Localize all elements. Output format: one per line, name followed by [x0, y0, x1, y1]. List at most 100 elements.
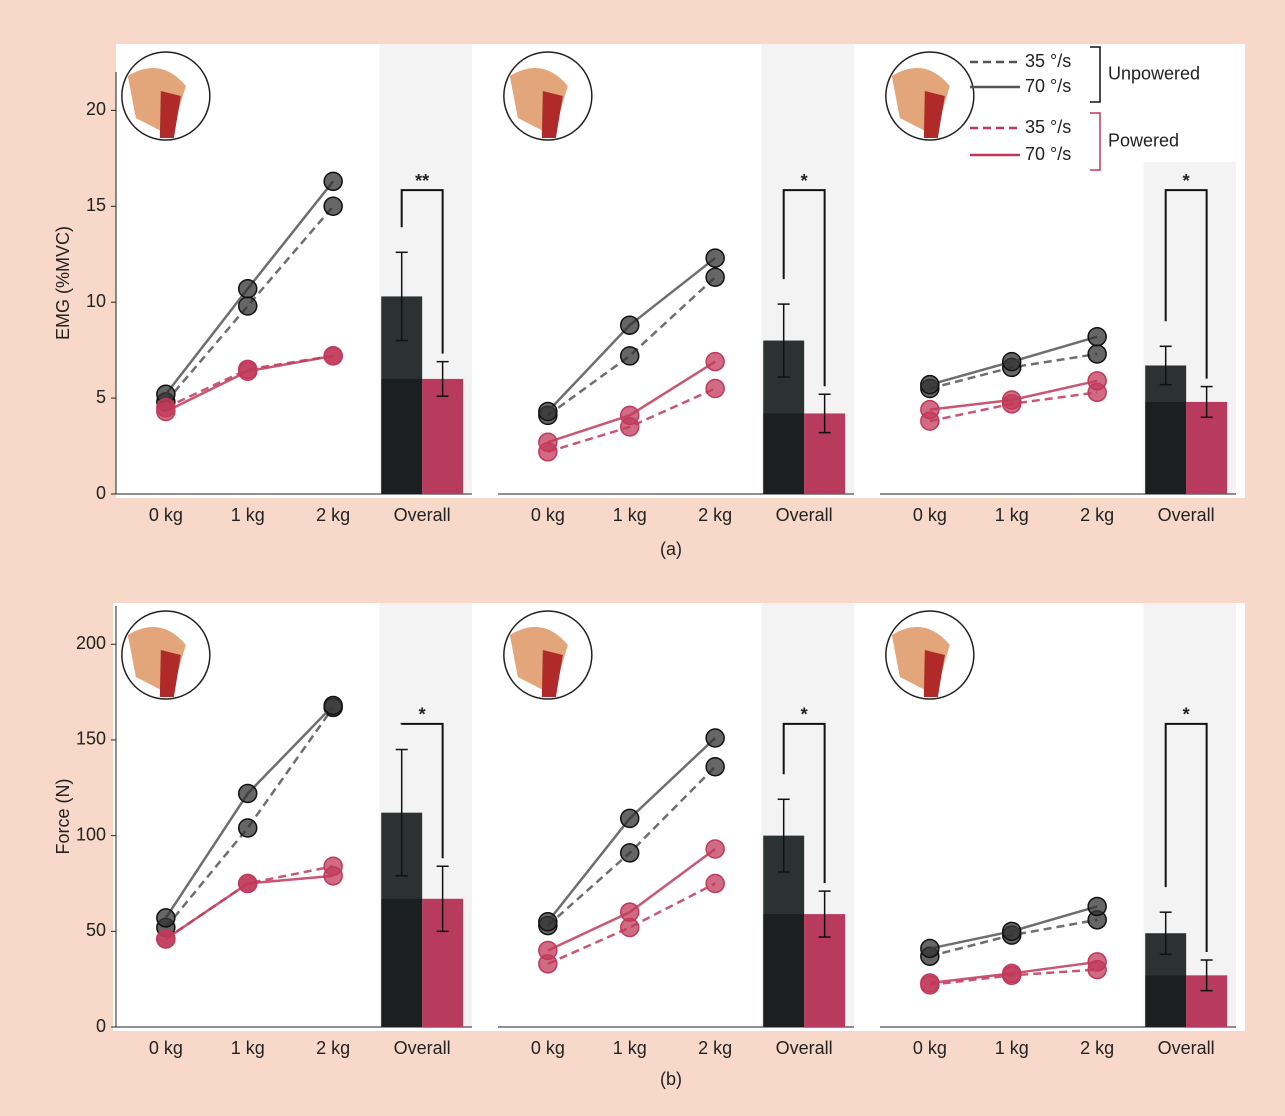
series-marker	[323, 866, 343, 886]
significance-bracket	[782, 722, 826, 884]
series-marker	[237, 783, 258, 804]
series-marker	[237, 873, 258, 894]
series-marker	[1001, 390, 1022, 410]
bar-overlap	[381, 898, 423, 1027]
series-marker	[1087, 952, 1107, 972]
x-tick-label: 0 kg	[149, 1038, 183, 1058]
significance-label: *	[801, 705, 808, 725]
x-tick-label: 2 kg	[316, 1038, 350, 1058]
significance-label: **	[415, 171, 429, 191]
y-tick-label: 150	[76, 729, 106, 749]
legend-group: Powered	[1108, 130, 1179, 150]
y-tick-label: 0	[96, 1016, 106, 1036]
significance-bracket	[1164, 722, 1208, 953]
series-marker	[1001, 921, 1022, 942]
significance-bracket	[400, 189, 444, 354]
x-tick-label: 1 kg	[231, 1038, 265, 1058]
x-tick-label: Overall	[1158, 505, 1215, 525]
series-marker	[323, 171, 343, 192]
series-marker	[1087, 344, 1107, 364]
x-tick-label: 1 kg	[995, 1038, 1029, 1058]
y-tick-label: 200	[76, 633, 106, 653]
series-marker	[705, 378, 725, 399]
x-tick-label: 1 kg	[995, 505, 1029, 525]
series-marker	[156, 908, 176, 928]
legend-label: 35 °/s	[1025, 117, 1071, 137]
y-tick-label: 0	[96, 483, 106, 503]
series-line	[547, 882, 716, 965]
series-marker	[705, 756, 725, 777]
bar-overlap	[1145, 401, 1187, 494]
legend-group: Unpowered	[1108, 63, 1200, 83]
series-marker	[237, 279, 258, 299]
series-marker	[920, 374, 940, 395]
panel-background	[116, 44, 1245, 498]
caption: (b)	[660, 1069, 682, 1089]
series-marker	[619, 843, 640, 863]
series-line	[164, 706, 335, 929]
x-tick-label: 2 kg	[316, 505, 350, 525]
series-marker	[538, 401, 558, 422]
x-tick-label: 1 kg	[613, 1038, 647, 1058]
y-tick-label: 5	[96, 387, 106, 407]
y-tick-label: 50	[86, 920, 106, 940]
legend-bracket	[1090, 112, 1101, 171]
series-marker	[1001, 963, 1022, 984]
x-tick-label: 0 kg	[531, 505, 565, 525]
series-marker	[705, 873, 725, 894]
series-marker	[237, 361, 258, 381]
x-tick-label: Overall	[1158, 1038, 1215, 1058]
significance-bracket	[782, 189, 826, 387]
series-marker	[323, 346, 343, 366]
series-marker	[920, 973, 940, 993]
y-tick-label: 20	[86, 99, 106, 119]
x-tick-label: Overall	[776, 505, 833, 525]
series-line	[164, 205, 335, 403]
y-axis-label: Force (N)	[53, 779, 73, 855]
series-marker	[237, 296, 258, 316]
significance-bracket	[400, 722, 444, 859]
series-marker	[156, 929, 176, 949]
series-marker	[920, 938, 940, 959]
x-tick-label: 1 kg	[613, 505, 647, 525]
legend-label: 70 °/s	[1025, 76, 1071, 96]
series-marker	[156, 401, 176, 422]
bar-overlap	[763, 914, 805, 1027]
significance-bracket	[1164, 189, 1208, 379]
series-marker	[619, 346, 640, 366]
significance-label: *	[1183, 705, 1190, 725]
legend-label: 35 °/s	[1025, 51, 1071, 71]
series-line	[547, 276, 717, 417]
series-marker	[705, 248, 725, 268]
bar-overlap	[763, 413, 805, 494]
x-tick-label: 2 kg	[1080, 1038, 1114, 1058]
x-tick-label: 2 kg	[698, 505, 732, 525]
series-marker	[237, 818, 258, 838]
significance-label: *	[801, 171, 808, 191]
series-marker	[920, 399, 940, 420]
series-marker	[323, 196, 343, 217]
series-marker	[538, 940, 558, 961]
legend-bracket	[1090, 46, 1101, 103]
x-tick-label: Overall	[394, 1038, 451, 1058]
series-marker	[323, 695, 343, 716]
series-marker	[619, 808, 640, 829]
series-marker	[705, 267, 725, 287]
muscle-icon	[923, 650, 945, 697]
significance-label: *	[419, 705, 426, 725]
series-marker	[619, 315, 640, 335]
significance-label: *	[1183, 171, 1190, 191]
muscle-icon	[923, 91, 945, 138]
legend-label: 70 °/s	[1025, 144, 1071, 164]
panel-background	[113, 603, 1245, 1031]
x-tick-label: 0 kg	[149, 505, 183, 525]
muscle-icon	[159, 650, 181, 697]
y-tick-label: 100	[76, 824, 106, 844]
muscle-icon	[159, 91, 181, 138]
muscle-icon	[541, 91, 563, 138]
series-marker	[1087, 896, 1107, 917]
x-tick-label: Overall	[394, 505, 451, 525]
y-tick-label: 15	[86, 195, 106, 215]
series-marker	[1087, 371, 1107, 391]
